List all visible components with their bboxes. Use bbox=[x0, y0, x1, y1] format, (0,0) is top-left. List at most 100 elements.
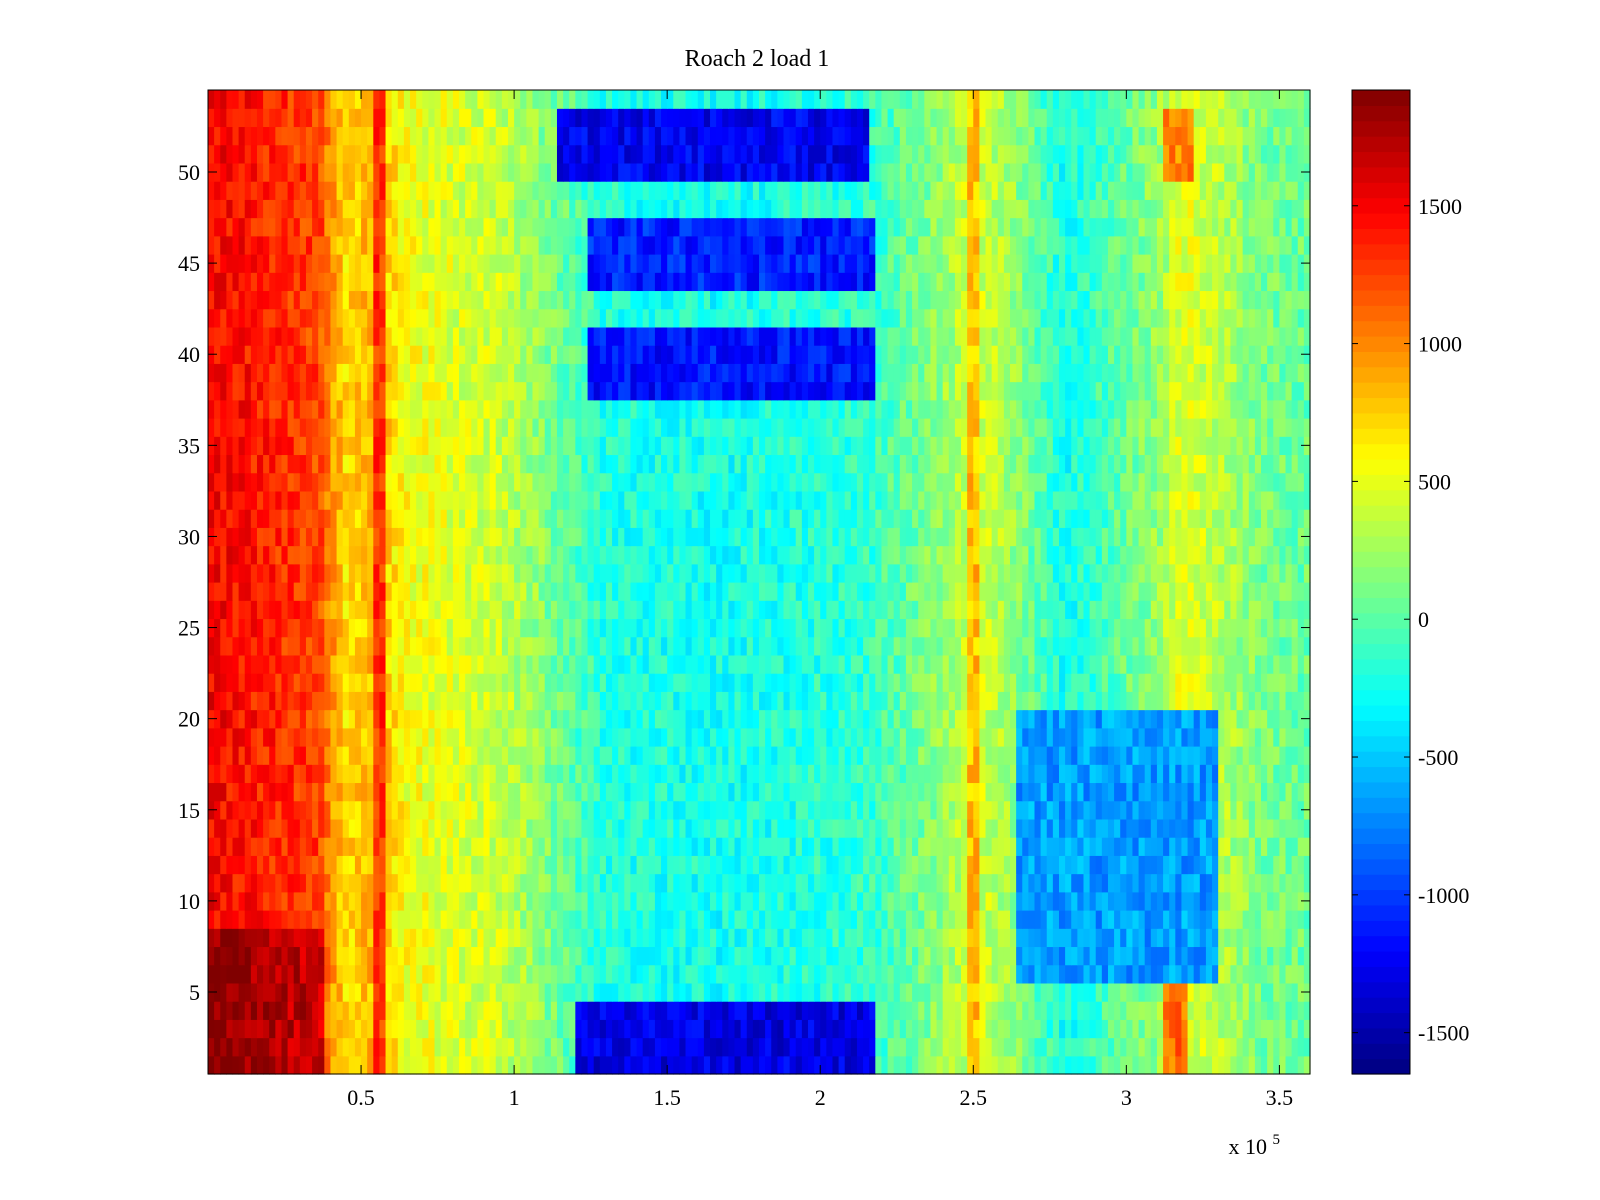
heatmap-cell bbox=[305, 964, 313, 984]
heatmap-cell bbox=[838, 563, 846, 583]
heatmap-cell bbox=[1193, 910, 1201, 929]
heatmap-cell bbox=[330, 1001, 338, 1020]
heatmap-cell bbox=[936, 782, 944, 802]
heatmap-cell bbox=[514, 910, 521, 929]
heatmap-cell bbox=[1089, 946, 1097, 966]
heatmap-cell bbox=[495, 600, 503, 620]
heatmap-cell bbox=[1010, 800, 1017, 820]
heatmap-cell bbox=[630, 837, 638, 856]
heatmap-cell bbox=[673, 727, 681, 747]
heatmap-cell bbox=[924, 582, 932, 601]
heatmap-cell bbox=[1297, 746, 1305, 765]
heatmap-cell bbox=[550, 654, 558, 674]
heatmap-cell bbox=[471, 1001, 478, 1020]
heatmap-cell bbox=[1242, 946, 1250, 966]
heatmap-cell bbox=[961, 982, 968, 1002]
heatmap-cell bbox=[250, 764, 258, 784]
heatmap-cell bbox=[654, 873, 662, 893]
heatmap-cell bbox=[208, 1037, 215, 1057]
heatmap-cell bbox=[379, 982, 387, 1002]
heatmap-cell bbox=[893, 709, 901, 729]
heatmap-cell bbox=[275, 600, 283, 620]
heatmap-cell bbox=[244, 582, 252, 601]
heatmap-cell bbox=[967, 928, 974, 948]
heatmap-cell bbox=[661, 1019, 668, 1039]
heatmap-cell bbox=[575, 910, 583, 929]
heatmap-cell bbox=[1040, 1001, 1048, 1020]
heatmap-cell bbox=[1156, 618, 1164, 638]
heatmap-cell bbox=[703, 818, 711, 838]
heatmap-cell bbox=[367, 618, 374, 638]
heatmap-cell bbox=[495, 764, 503, 784]
heatmap-cell bbox=[991, 618, 999, 638]
heatmap-cell bbox=[244, 600, 252, 620]
heatmap-cell bbox=[1046, 691, 1054, 711]
heatmap-cell bbox=[483, 636, 491, 656]
heatmap-cell bbox=[361, 727, 368, 747]
heatmap-cell bbox=[752, 582, 760, 601]
heatmap-cell bbox=[1187, 782, 1195, 802]
heatmap-cell bbox=[1046, 582, 1054, 601]
heatmap-cell bbox=[679, 691, 687, 711]
heatmap-cell bbox=[1101, 782, 1109, 802]
heatmap-cell bbox=[881, 891, 889, 911]
heatmap-cell bbox=[1205, 873, 1213, 893]
heatmap-cell bbox=[1285, 691, 1293, 711]
heatmap-cell bbox=[575, 800, 583, 820]
heatmap-cell bbox=[379, 673, 387, 692]
heatmap-cell bbox=[281, 618, 289, 638]
heatmap-cell bbox=[526, 782, 534, 802]
heatmap-cell bbox=[697, 946, 705, 966]
heatmap-cell bbox=[771, 800, 778, 820]
heatmap-cell bbox=[532, 1001, 540, 1020]
heatmap-cell bbox=[514, 1055, 521, 1075]
heatmap-cell bbox=[820, 800, 827, 820]
heatmap-cell bbox=[1279, 1001, 1287, 1020]
heatmap-cell bbox=[1242, 727, 1250, 747]
heatmap-cell bbox=[1046, 618, 1054, 638]
heatmap-cell bbox=[783, 873, 791, 893]
heatmap-cell bbox=[997, 946, 1005, 966]
heatmap-cell bbox=[838, 837, 846, 856]
heatmap-cell bbox=[905, 910, 913, 929]
heatmap-cell bbox=[777, 1055, 785, 1075]
heatmap-cell bbox=[256, 764, 264, 784]
heatmap-cell bbox=[636, 563, 644, 583]
heatmap-cell bbox=[446, 709, 454, 729]
heatmap-cell bbox=[612, 928, 619, 948]
heatmap-cell bbox=[1163, 946, 1170, 966]
heatmap-cell bbox=[826, 746, 834, 765]
heatmap-cell bbox=[685, 654, 693, 674]
heatmap-cell bbox=[373, 600, 381, 620]
heatmap-cell bbox=[397, 1055, 405, 1075]
heatmap-cell bbox=[624, 982, 632, 1002]
heatmap-cell bbox=[397, 673, 405, 692]
heatmap-cell bbox=[385, 600, 393, 620]
heatmap-cell bbox=[1065, 946, 1072, 966]
heatmap-cell bbox=[287, 964, 295, 984]
heatmap-cell bbox=[593, 818, 601, 838]
heatmap-cell bbox=[477, 709, 485, 729]
heatmap-cell bbox=[587, 782, 595, 802]
heatmap-cell bbox=[532, 818, 540, 838]
heatmap-cell bbox=[324, 946, 332, 966]
heatmap-cell bbox=[826, 636, 834, 656]
heatmap-cell bbox=[661, 855, 668, 875]
heatmap-cell bbox=[465, 818, 472, 838]
heatmap-cell bbox=[410, 1001, 417, 1020]
heatmap-cell bbox=[256, 673, 264, 692]
heatmap-cell bbox=[348, 855, 356, 875]
heatmap-cell bbox=[452, 1019, 460, 1039]
heatmap-cell bbox=[544, 1037, 552, 1057]
heatmap-cell bbox=[1144, 818, 1152, 838]
heatmap-cell bbox=[275, 928, 283, 948]
heatmap-cell bbox=[1126, 910, 1134, 929]
heatmap-cell bbox=[912, 782, 919, 802]
heatmap-cell bbox=[722, 782, 729, 802]
heatmap-cell bbox=[691, 928, 699, 948]
heatmap-cell bbox=[220, 982, 227, 1002]
heatmap-cell bbox=[661, 582, 668, 601]
heatmap-cell bbox=[1291, 964, 1299, 984]
heatmap-cell bbox=[1016, 873, 1023, 893]
heatmap-cell bbox=[569, 746, 576, 765]
